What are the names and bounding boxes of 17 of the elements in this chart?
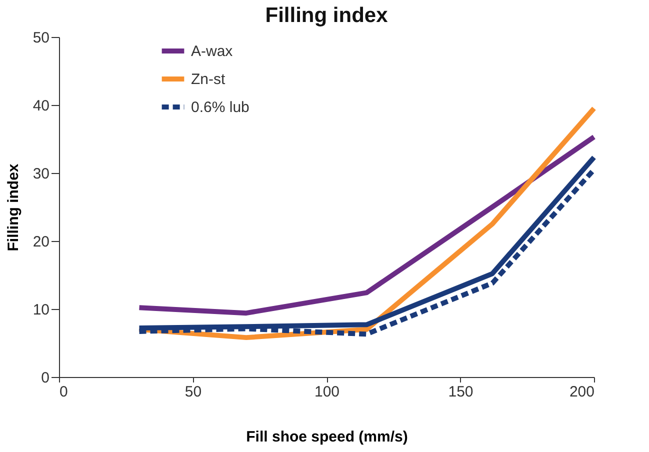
- y-tick-label: 0: [41, 370, 50, 386]
- y-axis-title: Filling index: [4, 163, 22, 252]
- legend-label: A-wax: [191, 43, 234, 60]
- y-tick-label: 20: [32, 234, 50, 250]
- x-tick-label: 0: [60, 384, 68, 400]
- x-axis-title: Fill shoe speed (mm/s): [246, 428, 408, 446]
- y-tick-label: 10: [32, 302, 50, 318]
- y-tick-label: 50: [32, 30, 50, 46]
- x-tick-label: 50: [184, 384, 202, 400]
- x-tick-label: 100: [314, 384, 340, 400]
- x-tick-label: 150: [448, 384, 474, 400]
- x-tick-label: 200: [569, 384, 594, 400]
- y-tick-label: 40: [32, 98, 50, 114]
- y-tick-label: 30: [32, 166, 50, 182]
- legend-label: 0.6% lub: [191, 99, 250, 116]
- legend-label: Zn-st: [191, 71, 226, 88]
- chart-title: Filling index: [265, 4, 388, 27]
